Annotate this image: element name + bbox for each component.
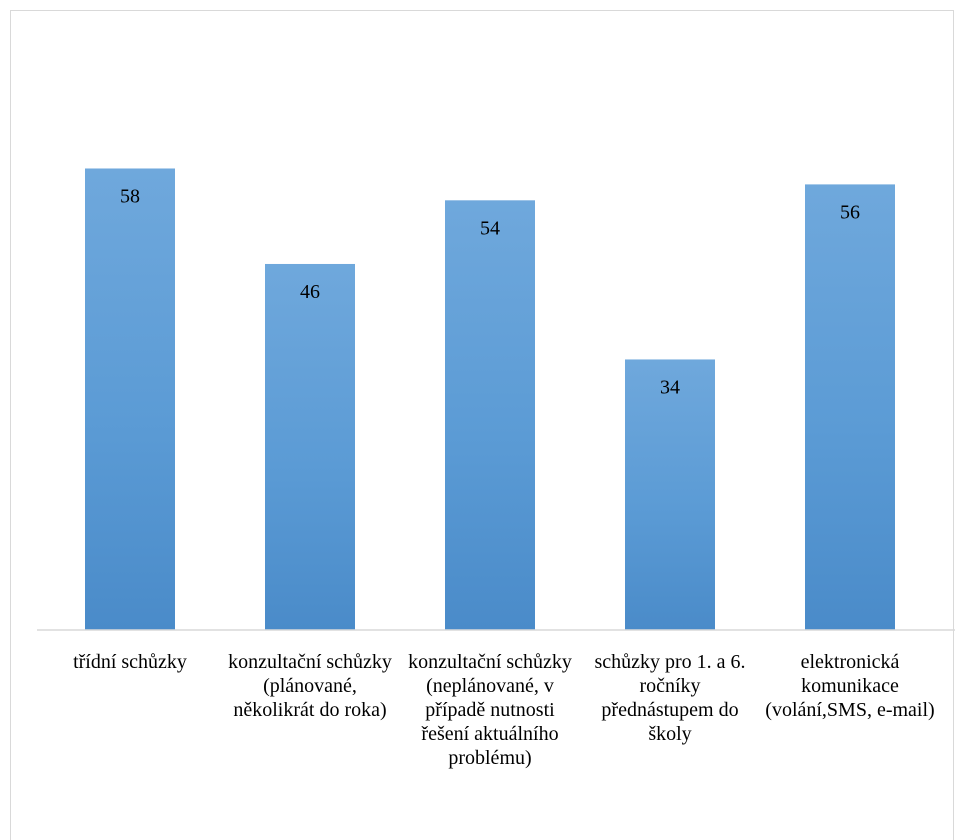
bars-group: 58 46 54 34 56 [85,168,895,631]
bar-4 [625,359,715,630]
data-label-2: 46 [300,281,320,303]
category-label-4: schůzky pro 1. a 6. ročníky přednástupem… [594,651,746,745]
bar-1 [85,168,175,630]
data-label-3: 54 [480,217,500,239]
category-label-1: třídní schůzky [73,651,187,673]
category-label-2: konzultační schůzky (plánované, několikr… [228,651,392,721]
bar-5 [805,184,895,630]
category-label-5: elektronická komunikace (volání,SMS, e-m… [765,651,935,721]
bar-chart: 58 46 54 34 56 [37,168,955,631]
data-label-5: 56 [840,201,860,223]
data-label-4: 34 [660,376,680,398]
data-label-1: 58 [120,185,140,207]
category-label-3: konzultační schůzky (neplánované, v příp… [408,651,572,769]
bar-2 [265,263,355,630]
bar-3 [445,200,535,631]
